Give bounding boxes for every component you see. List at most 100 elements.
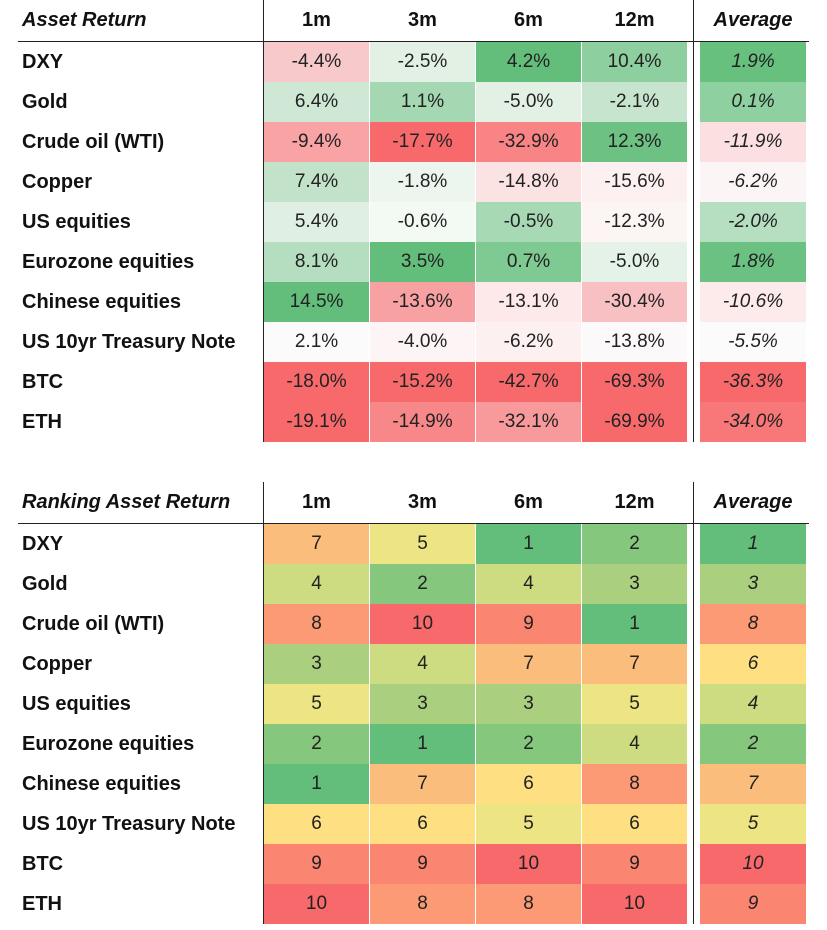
value-cell: 4 (582, 724, 687, 764)
value-cell: 2 (700, 724, 806, 764)
value-cell: 4 (370, 644, 475, 684)
value-cell: 6.4% (264, 82, 369, 122)
row-label: Crude oil (WTI) (22, 131, 165, 153)
value-cell: 4 (476, 564, 581, 604)
row-label: Eurozone equities (22, 733, 195, 755)
table-header-row: Ranking Asset Return 1m 3m 6m 12m Average (0, 482, 827, 522)
value-cell: -69.9% (582, 402, 687, 442)
header-divider (18, 41, 809, 42)
value-cell: -12.3% (582, 202, 687, 242)
value-cell: -2.1% (582, 82, 687, 122)
value-cell: 0.7% (476, 242, 581, 282)
value-cell: 5 (476, 804, 581, 844)
label-column-divider (263, 0, 264, 442)
value-cell: 9 (264, 844, 369, 884)
table-row: ETH 10 8 8 10 9 (0, 884, 827, 924)
value-cell: -5.0% (476, 82, 581, 122)
column-header-3m: 3m (408, 491, 437, 513)
value-cell: -13.1% (476, 282, 581, 322)
average-column-divider (693, 482, 694, 924)
row-label: Chinese equities (22, 773, 181, 795)
table-row: BTC -18.0% -15.2% -42.7% -69.3% -36.3% (0, 362, 827, 402)
table-row: Eurozone equities 8.1% 3.5% 0.7% -5.0% 1.8% (0, 242, 827, 282)
row-label: DXY (22, 533, 64, 555)
value-cell: -2.0% (700, 202, 806, 242)
value-cell: -4.4% (264, 42, 369, 82)
value-cell: -14.9% (370, 402, 475, 442)
value-cell: 1 (264, 764, 369, 804)
value-cell: -4.0% (370, 322, 475, 362)
value-cell: 5 (582, 684, 687, 724)
column-header-1m: 1m (302, 9, 331, 31)
table-row: DXY 7 5 1 2 1 (0, 524, 827, 564)
value-cell: 14.5% (264, 282, 369, 322)
value-cell: 4 (700, 684, 806, 724)
label-column-divider (263, 482, 264, 924)
value-cell: -1.8% (370, 162, 475, 202)
table-row: ETH -19.1% -14.9% -32.1% -69.9% -34.0% (0, 402, 827, 442)
value-cell: 1.8% (700, 242, 806, 282)
value-cell: -6.2% (476, 322, 581, 362)
table-row: Chinese equities 1 7 6 8 7 (0, 764, 827, 804)
table-row: DXY -4.4% -2.5% 4.2% 10.4% 1.9% (0, 42, 827, 82)
row-label: Copper (22, 171, 92, 193)
value-cell: -5.5% (700, 322, 806, 362)
table-header-row: Asset Return 1m 3m 6m 12m Average (0, 0, 827, 40)
value-cell: 10 (582, 884, 687, 924)
value-cell: -18.0% (264, 362, 369, 402)
row-label: US 10yr Treasury Note (22, 813, 236, 835)
table-row: Crude oil (WTI) -9.4% -17.7% -32.9% 12.3% -11… (0, 122, 827, 162)
table-row: Copper 7.4% -1.8% -14.8% -15.6% -6.2% (0, 162, 827, 202)
value-cell: 6 (582, 804, 687, 844)
row-label: Chinese equities (22, 291, 181, 313)
header-divider (18, 523, 809, 524)
row-label: Eurozone equities (22, 251, 195, 273)
value-cell: -32.1% (476, 402, 581, 442)
value-cell: -30.4% (582, 282, 687, 322)
value-cell: -10.6% (700, 282, 806, 322)
value-cell: 1.9% (700, 42, 806, 82)
value-cell: 1 (582, 604, 687, 644)
average-column-divider (693, 0, 694, 442)
value-cell: -5.0% (582, 242, 687, 282)
table-row: Eurozone equities 2 1 2 4 2 (0, 724, 827, 764)
value-cell: 3 (700, 564, 806, 604)
value-cell: 8 (264, 604, 369, 644)
value-cell: -0.6% (370, 202, 475, 242)
value-cell: 6 (476, 764, 581, 804)
value-cell: -2.5% (370, 42, 475, 82)
value-cell: 6 (700, 644, 806, 684)
value-cell: -32.9% (476, 122, 581, 162)
column-header-average: Average (713, 9, 793, 31)
value-cell: 8 (370, 884, 475, 924)
column-header-6m: 6m (514, 9, 543, 31)
value-cell: -36.3% (700, 362, 806, 402)
row-label: US 10yr Treasury Note (22, 331, 236, 353)
value-cell: 9 (476, 604, 581, 644)
value-cell: 6 (264, 804, 369, 844)
value-cell: 8 (582, 764, 687, 804)
table-title: Ranking Asset Return (22, 491, 231, 513)
table-row: US equities 5.4% -0.6% -0.5% -12.3% -2.0% (0, 202, 827, 242)
column-header-12m: 12m (614, 491, 655, 513)
table-row: Gold 6.4% 1.1% -5.0% -2.1% 0.1% (0, 82, 827, 122)
value-cell: 2 (582, 524, 687, 564)
value-cell: 8 (476, 884, 581, 924)
value-cell: -19.1% (264, 402, 369, 442)
value-cell: 1 (370, 724, 475, 764)
table-row: US equities 5 3 3 5 4 (0, 684, 827, 724)
value-cell: 5 (264, 684, 369, 724)
value-cell: 3 (370, 684, 475, 724)
value-cell: -69.3% (582, 362, 687, 402)
value-cell: -13.6% (370, 282, 475, 322)
value-cell: 6 (370, 804, 475, 844)
value-cell: 10 (264, 884, 369, 924)
value-cell: -42.7% (476, 362, 581, 402)
value-cell: 4 (264, 564, 369, 604)
row-label: ETH (22, 411, 62, 433)
value-cell: 2 (476, 724, 581, 764)
value-cell: 10 (370, 604, 475, 644)
row-label: DXY (22, 51, 64, 73)
value-cell: 10.4% (582, 42, 687, 82)
value-cell: 7 (582, 644, 687, 684)
